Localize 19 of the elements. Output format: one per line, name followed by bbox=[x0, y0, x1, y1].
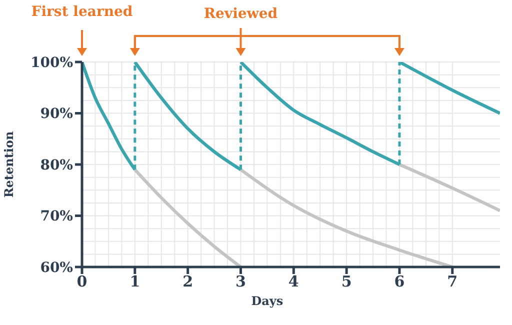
x-tick-label: 5 bbox=[341, 272, 352, 291]
line-series bbox=[133, 168, 242, 267]
x-tick-label: 0 bbox=[76, 272, 88, 291]
y-axis-title: Retention bbox=[2, 131, 16, 198]
y-tick-label: 90% bbox=[40, 106, 73, 122]
y-tick-label: 100% bbox=[30, 54, 73, 71]
annotation: First learned bbox=[31, 4, 133, 20]
x-tick-label: 1 bbox=[130, 272, 140, 291]
y-tick-label: 80% bbox=[40, 157, 73, 174]
x-tick-label: 4 bbox=[288, 272, 299, 291]
x-tick-label: 6 bbox=[394, 272, 405, 291]
y-tick-label: 70% bbox=[40, 208, 73, 225]
x-axis-title: Days bbox=[251, 294, 284, 308]
x-tick-label: 3 bbox=[236, 272, 246, 291]
y-tick-label: 60% bbox=[40, 260, 73, 276]
text: Reviewed bbox=[204, 6, 278, 22]
x-tick-label: 2 bbox=[182, 272, 194, 291]
x-tick-label: 7 bbox=[447, 272, 458, 291]
line-series bbox=[239, 168, 454, 267]
